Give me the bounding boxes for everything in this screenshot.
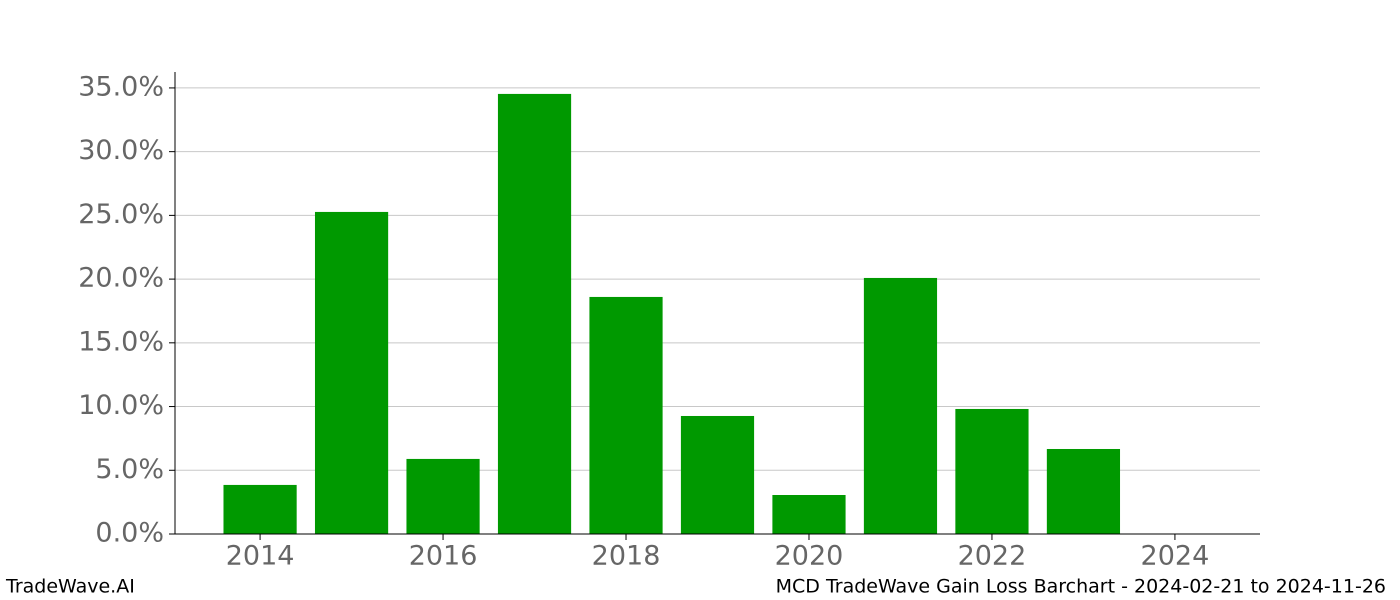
y-tick-label: 35.0% [78,71,164,102]
y-tick-label: 20.0% [78,263,164,294]
x-tick-label: 2024 [1141,541,1210,572]
bar [955,408,1029,534]
bar [863,277,938,534]
bar [406,458,480,534]
bar [589,296,663,534]
x-tick-label: 2020 [775,541,844,572]
y-tick-label: 10.0% [78,390,164,421]
x-tick-label: 2022 [958,541,1027,572]
chart-title: MCD TradeWave Gain Loss Barchart - 2024-… [776,576,1386,598]
x-tick-label: 2014 [226,541,295,572]
x-tick-label: 2016 [409,541,478,572]
bar [772,495,846,534]
bar [1046,448,1121,534]
x-tick-label: 2018 [592,541,661,572]
y-tick-label: 30.0% [78,135,164,166]
y-tick-label: 25.0% [78,199,164,230]
bar [223,484,297,534]
bar [680,415,755,534]
bar [497,93,572,534]
source: TradeWave.AI [5,576,135,598]
y-tick-label: 5.0% [95,454,164,485]
bar [314,211,389,534]
y-tick-label: 0.0% [95,518,164,549]
y-tick-label: 15.0% [78,326,164,357]
